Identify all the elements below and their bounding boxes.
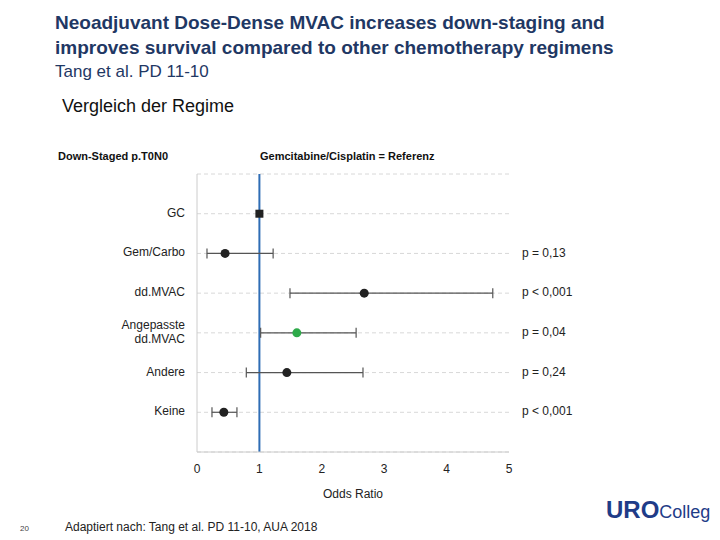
- html-text:Tang et al. PD 11-10: Tang et al. PD 11-10: [55, 62, 209, 81]
- svg-text:p = 0,04: p = 0,04: [522, 325, 566, 339]
- svg-text:Angepasstedd.MVAC: Angepasstedd.MVAC: [122, 318, 186, 346]
- svg-text:Gem/Carbo: Gem/Carbo: [123, 246, 185, 260]
- svg-text:p < 0,001: p < 0,001: [522, 285, 573, 299]
- svg-text:4: 4: [443, 462, 450, 476]
- html-text:Gemcitabine/Cisplatin = Refere: Gemcitabine/Cisplatin = Referenz: [260, 150, 435, 162]
- svg-text:p = 0,13: p = 0,13: [522, 246, 566, 260]
- svg-text:1: 1: [256, 462, 263, 476]
- html-text:Neoadjuvant Dose-Dense MVAC in: Neoadjuvant Dose-Dense MVAC increases do…: [55, 12, 605, 33]
- svg-text:Keine: Keine: [154, 404, 185, 418]
- svg-text:p = 0,24: p = 0,24: [522, 365, 566, 379]
- svg-text:5: 5: [506, 462, 513, 476]
- svg-text:Odds Ratio: Odds Ratio: [323, 487, 383, 501]
- svg-text:p < 0,001: p < 0,001: [522, 404, 573, 418]
- html-text:20: 20: [20, 524, 29, 533]
- svg-text:GC: GC: [167, 206, 185, 220]
- html-text:UROColleg: UROColleg: [606, 496, 711, 523]
- svg-text:dd.MVAC: dd.MVAC: [135, 285, 186, 299]
- svg-text:0: 0: [194, 462, 201, 476]
- svg-text:3: 3: [381, 462, 388, 476]
- svg-text:Andere: Andere: [146, 365, 185, 379]
- svg-text:2: 2: [318, 462, 325, 476]
- html-text:Adaptiert nach: Tang et al. PD: Adaptiert nach: Tang et al. PD 11-10, AU…: [65, 520, 318, 534]
- html-text:improves survival compared to: improves survival compared to other chem…: [55, 37, 614, 58]
- html-text:Down-Staged p.T0N0: Down-Staged p.T0N0: [58, 150, 168, 162]
- html-text:Vergleich der Regime: Vergleich der Regime: [62, 96, 235, 116]
